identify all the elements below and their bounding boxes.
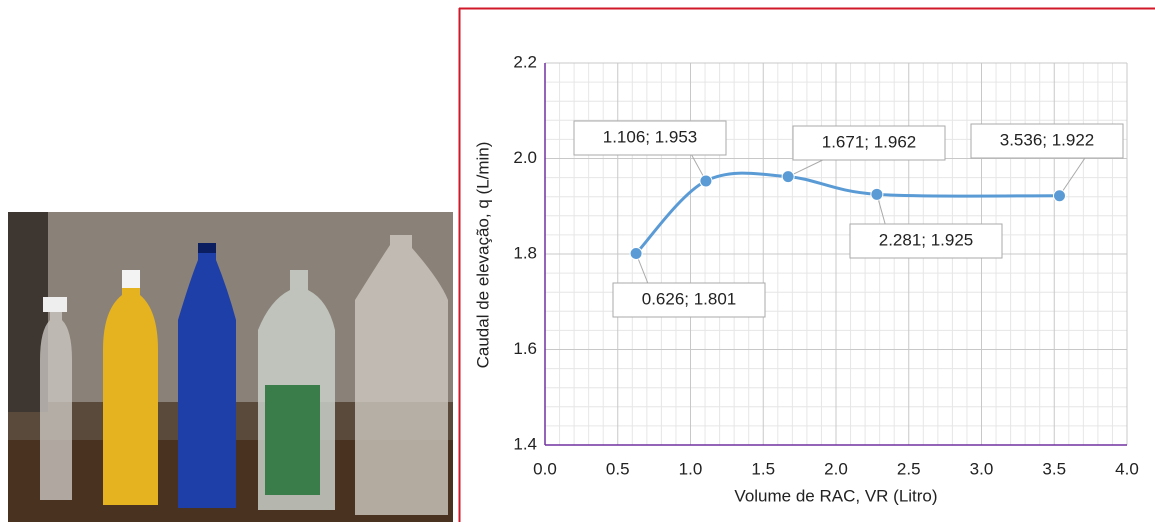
data-label: 2.281; 1.925 xyxy=(879,230,974,249)
point xyxy=(782,171,794,183)
page: 0.0 0.5 1.0 1.5 2.0 2.5 3.0 3.5 4.0 1.4 1.6 1.8 2.0 2… xyxy=(0,0,1155,522)
x-tick-label: 3.5 xyxy=(1042,459,1066,478)
x-tick-label: 1.5 xyxy=(751,459,775,478)
plot: 0.0 0.5 1.0 1.5 2.0 2.5 3.0 3.5 4.0 1.4 1.6 1.8 2.0 2… xyxy=(513,52,1138,478)
y-tick-label: 1.8 xyxy=(513,243,537,262)
x-tick-label: 0.0 xyxy=(533,459,557,478)
point xyxy=(871,188,883,200)
point xyxy=(1053,190,1065,202)
point xyxy=(630,248,642,260)
x-tick-label: 2.5 xyxy=(897,459,921,478)
data-label: 3.536; 1.922 xyxy=(1000,130,1095,149)
x-tick-label: 2.0 xyxy=(824,459,848,478)
data-label: 1.106; 1.953 xyxy=(603,127,698,146)
x-axis-title: Volume de RAC, VR (Litro) xyxy=(734,486,937,505)
photo xyxy=(8,212,453,522)
y-tick-label: 1.6 xyxy=(513,339,537,358)
x-tick-label: 4.0 xyxy=(1115,459,1139,478)
data-label: 1.671; 1.962 xyxy=(822,132,917,151)
x-tick-label: 3.0 xyxy=(970,459,994,478)
data-label: 0.626; 1.801 xyxy=(642,289,737,308)
y-tick-label: 2.2 xyxy=(513,52,537,71)
y-tick-label: 2.0 xyxy=(513,148,537,167)
y-axis-title: Caudal de elevação, q (L/min) xyxy=(473,142,492,369)
x-tick-label: 0.5 xyxy=(606,459,630,478)
x-tick-label: 1.0 xyxy=(679,459,703,478)
y-tick-label: 1.4 xyxy=(513,434,537,453)
point xyxy=(700,175,712,187)
